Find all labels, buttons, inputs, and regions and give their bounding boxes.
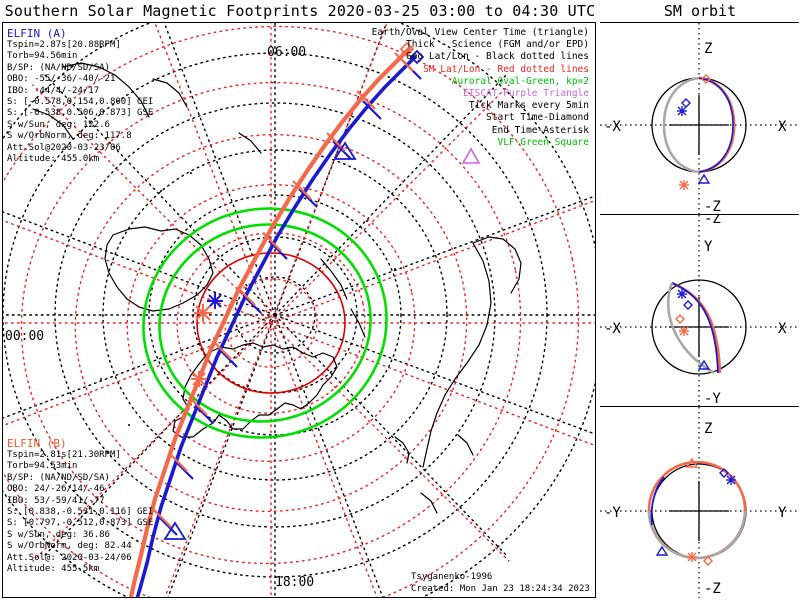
orbit-yz-axis-right: Y xyxy=(778,505,787,521)
legend-item-7: Start Time-Diamond xyxy=(486,112,589,124)
legend-item-4: Auroral Oval-Green, kp=2 xyxy=(451,75,589,87)
mlt-label-left: 00:00 xyxy=(5,329,45,344)
sm-grid xyxy=(3,23,595,597)
orbit-xy-axis-right: X xyxy=(778,321,787,337)
orbit-xy-axis-above: -Z xyxy=(704,215,721,227)
orbit-panel-xy: -Z Y -Y -X X xyxy=(600,214,799,406)
elfin-a-line-6: S: [-0.538,0.506,0.873] GSE xyxy=(7,108,154,119)
polar-map-svg xyxy=(3,23,595,597)
legend-item-3: SM Lat/Lon - Red dotted lines xyxy=(423,63,589,75)
mlt-label-bottom: 18:00 xyxy=(275,575,315,590)
elfin-a-line-2: B/SP: (NA/ND/SD/SA) xyxy=(7,62,110,73)
elfin-b-line-0: Tspin=2.81s[21.30RPM] xyxy=(7,450,121,460)
center-time-triangle-markers xyxy=(163,141,357,540)
elfin-a-line-3: OBO: -55/-36/-40/-21 xyxy=(7,74,116,85)
elfin-b-tickmarks xyxy=(152,52,414,528)
start-time-diamond-markers xyxy=(399,41,425,65)
model-name: Tsyganenko-1996 xyxy=(411,572,493,582)
orbit-xz-svg: Z -Z -X X xyxy=(600,23,799,214)
map-detail-specks xyxy=(100,172,430,426)
orbit-panel-yz: Z -Z -Y Y xyxy=(600,406,799,598)
elfin-a-label: ELFIN (A) xyxy=(7,27,67,40)
legend-item-2: Geo Lat/Lon - Black dotted lines xyxy=(405,51,589,63)
elfin-b-line-9: Att.Sol@: 2020-03-24/06 xyxy=(7,552,132,563)
elfin-b-line-6: S: [0.797,-0.512,0.873] GSE xyxy=(7,518,154,529)
legend-item-5: EISCAT-Purple Triangle xyxy=(463,88,589,100)
orbit-yz-axis-top: Z xyxy=(704,421,712,437)
page-title: Southern Solar Magnetic Footprints 2020-… xyxy=(4,2,596,20)
end-time-asterisk-markers xyxy=(191,293,223,387)
legend-item-8: End Time-Asterisk xyxy=(491,124,589,136)
elfin-b-info-block: ELFIN (B) Tspin=2.81s[21.30RPM] Torb=94.… xyxy=(7,437,153,575)
orbit-xz-axis-left: -X xyxy=(604,119,621,135)
created-timestamp: Created: Mon Jan 23 18:24:34 2023 xyxy=(411,583,590,594)
elfin-b-line-1: Torb=94.53min xyxy=(7,461,78,472)
eiscat-purple-triangle xyxy=(461,147,481,164)
elfin-b-label: ELFIN (B) xyxy=(7,437,67,450)
orbit-xy-svg: -Z Y -Y -X X xyxy=(600,215,799,406)
plot-legend: Earth/Oval View Center Time (triangle) T… xyxy=(372,27,589,149)
elfin-b-track xyxy=(128,46,412,597)
elfin-a-line-5: S: [-0.578,0.154,0.800] GEI xyxy=(7,97,154,108)
credits-block: Tsyganenko-1996 Created: Mon Jan 23 18:2… xyxy=(411,572,590,595)
legend-item-1: Thick - Science (FGM and/or EPD) xyxy=(405,39,589,51)
orbit-panel-xz: Z -Z -X X xyxy=(600,22,799,214)
elfin-a-line-8: S w/OrbNorm, deg: 117.8 xyxy=(7,131,132,142)
elfin-a-line-7: S w/Sun, deg: 122.6 xyxy=(7,119,110,130)
orbit-yz-axis-left: -Y xyxy=(604,505,621,521)
elfin-b-line-5: S: [0.838,-0.531,0.116] GEI xyxy=(7,507,154,518)
orbit-xz-axis-top: Z xyxy=(704,41,712,57)
sm-inner-circle xyxy=(196,252,346,394)
elfin-b-line-8: S w/OrbNorm, deg: 82.44 xyxy=(7,541,132,552)
elfin-a-line-4: IBO: -44/4/-24/17 xyxy=(7,85,100,96)
orbit-xz-axis-right: X xyxy=(778,119,787,135)
elfin-b-line-3: OBO: 24/-26/14/-46 xyxy=(7,484,105,495)
elfin-a-line-10: Altitude: 455.0km xyxy=(7,154,100,165)
elfin-a-tickmarks xyxy=(158,60,422,536)
elfin-a-track xyxy=(135,55,417,597)
mlt-label-top: 06:00 xyxy=(267,45,307,60)
main-map-panel: 06:00 00:00 18:00 ELFIN (A) Tspin=2.87s[… xyxy=(2,22,596,598)
orbit-xy-axis-left: -X xyxy=(604,321,621,337)
elfin-b-line-7: S w/Sun, deg: 36.86 xyxy=(7,529,110,540)
elfin-a-line-1: Torb=94.56min xyxy=(7,51,78,62)
legend-item-9: VLF-Green Square xyxy=(497,136,589,148)
elfin-b-line-10: Altitude: 455.5km xyxy=(7,564,100,575)
orbit-xy-axis-top: Y xyxy=(704,239,713,255)
elfin-a-line-0: Tspin=2.87s[20.88RPM] xyxy=(7,40,121,50)
auroral-oval xyxy=(142,207,388,439)
orbit-yz-svg: Z -Z -Y Y xyxy=(600,407,799,598)
orbit-xz-axis-bottom: -Z xyxy=(704,199,721,214)
elfin-a-info-block: ELFIN (A) Tspin=2.87s[20.88RPM] Torb=94.… xyxy=(7,27,153,165)
orbit-xy-axis-bottom: -Y xyxy=(704,391,721,406)
elfin-b-line-4: IBO: 53/-59/41/-77 xyxy=(7,495,105,506)
elfin-b-line-2: B/SP: (NA/ND/SD/SA) xyxy=(7,472,110,483)
legend-item-6: Tick Marks every 5min xyxy=(468,100,589,112)
elfin-a-line-9: Att.Sol@2020-03-23/06 xyxy=(7,142,121,153)
orbit-yz-axis-bottom: -Z xyxy=(704,581,721,597)
coastlines xyxy=(32,62,522,514)
legend-item-0: Earth/Oval View Center Time (triangle) xyxy=(371,27,589,38)
orbit-panel-title: SM orbit xyxy=(663,2,737,20)
